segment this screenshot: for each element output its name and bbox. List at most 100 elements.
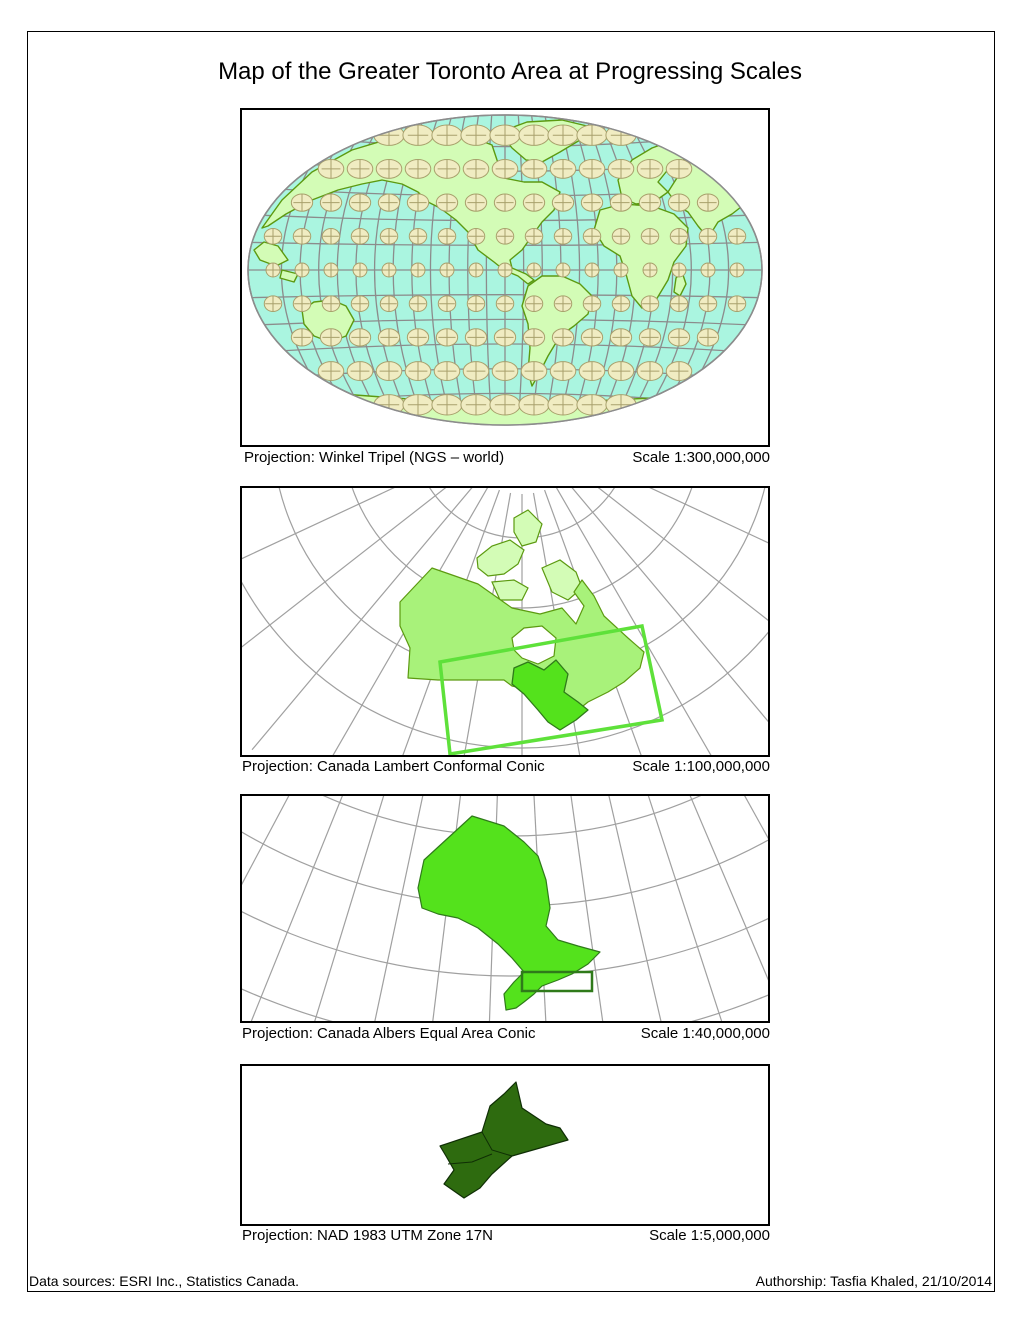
tissot-cross: [527, 263, 541, 277]
tissot-cross: [408, 361, 428, 381]
tissot-cross: [407, 125, 429, 146]
tissot-cross: [409, 328, 427, 346]
tissot-cross: [439, 295, 455, 312]
tissot-cross: [410, 228, 426, 245]
tissot-cross: [496, 328, 514, 346]
tissot-cross: [730, 263, 744, 277]
tissot-cross: [554, 328, 572, 346]
meridian-line: [649, 488, 768, 544]
tissot-cross: [613, 228, 629, 245]
tissot-cross: [495, 361, 515, 381]
tissot-cross: [438, 328, 456, 346]
extent-box-ontario: [438, 623, 665, 755]
tissot-cross: [437, 159, 457, 179]
tissot-cross: [700, 295, 716, 312]
meridian-line: [744, 796, 768, 840]
tissot-cross: [585, 263, 599, 277]
tissot-cross: [467, 194, 485, 212]
map1-projection: Projection: Winkel Tripel (NGS – world): [244, 449, 505, 466]
map3-scale: Scale 1:40,000,000: [640, 1025, 770, 1042]
meridian-line: [251, 488, 473, 751]
tissot-cross: [352, 228, 368, 245]
canada-arctic-islands: [476, 509, 583, 601]
ontario-map-frame: [240, 794, 770, 1023]
tissot-cross: [322, 194, 340, 212]
tissot-cross: [699, 328, 717, 346]
tissot-cross: [379, 361, 399, 381]
tissot-cross: [581, 125, 603, 146]
canada-map: [242, 488, 768, 755]
tissot-cross: [581, 394, 603, 415]
tissot-cross: [409, 194, 427, 212]
tissot-cross: [613, 295, 629, 312]
meridian-line: [332, 488, 489, 755]
tissot-cross: [381, 228, 397, 245]
tissot-indicatrices: [263, 124, 747, 416]
world-map-frame: [240, 108, 770, 447]
tissot-cross: [526, 228, 542, 245]
canada-map-frame: [240, 486, 770, 757]
tissot-cross: [293, 194, 311, 212]
tissot-cross: [382, 263, 396, 277]
tissot-cross: [612, 328, 630, 346]
tissot-cross: [440, 263, 454, 277]
tissot-cross: [701, 263, 715, 277]
tissot-cross: [468, 228, 484, 245]
ontario-province: [417, 815, 601, 1011]
tissot-cross: [582, 361, 602, 381]
map2-scale: Scale 1:100,000,000: [632, 758, 770, 775]
tissot-cross: [323, 228, 339, 245]
meridian-line: [608, 796, 662, 1021]
map4-scale: Scale 1:5,000,000: [649, 1227, 770, 1244]
meridian-line: [647, 796, 723, 1021]
tissot-cross: [642, 228, 658, 245]
meridian-line: [587, 488, 768, 501]
tissot-cross: [700, 228, 716, 245]
tissot-cross: [555, 228, 571, 245]
authorship: Authorship: Tasfia Khaled, 21/10/2014: [755, 1273, 992, 1289]
tissot-cross: [465, 125, 487, 146]
tissot-cross: [556, 263, 570, 277]
map1-scale: Scale 1:300,000,000: [632, 449, 770, 466]
meridian-line: [374, 796, 424, 1021]
tissot-cross: [525, 328, 543, 346]
meridian-line: [597, 488, 768, 621]
tissot-cross: [523, 125, 545, 146]
tissot-cross: [583, 328, 601, 346]
tissot-cross: [438, 194, 456, 212]
tissot-cross: [582, 159, 602, 179]
tissot-cross: [436, 394, 458, 415]
tissot-cross: [466, 159, 486, 179]
tissot-cross: [670, 194, 688, 212]
tissot-cross: [524, 159, 544, 179]
southeast-asia-islands: [253, 241, 299, 283]
gta-internal-boundaries: [447, 1131, 513, 1165]
tissot-cross: [552, 125, 574, 146]
tissot-cross: [554, 194, 572, 212]
tissot-cross: [265, 295, 281, 312]
gta-map-frame: [240, 1064, 770, 1226]
tissot-cross: [523, 394, 545, 415]
tissot-cross: [497, 295, 513, 312]
tissot-cross: [353, 263, 367, 277]
tissot-cross: [439, 228, 455, 245]
tissot-cross: [641, 328, 659, 346]
tissot-cross: [669, 361, 689, 381]
meridian-line: [242, 488, 395, 560]
tissot-cross: [351, 194, 369, 212]
tissot-cross: [497, 228, 513, 245]
page-border: [27, 31, 995, 1292]
tissot-cross: [468, 295, 484, 312]
map4-projection: Projection: NAD 1983 UTM Zone 17N: [242, 1227, 493, 1244]
tissot-cross: [640, 361, 660, 381]
tissot-cross: [553, 361, 573, 381]
tissot-cross: [641, 194, 659, 212]
tissot-cross: [614, 263, 628, 277]
tissot-cross: [525, 194, 543, 212]
tissot-cross: [642, 295, 658, 312]
meridian-line: [242, 796, 358, 973]
map2-projection: Projection: Canada Lambert Conformal Con…: [242, 758, 545, 775]
tissot-cross: [294, 228, 310, 245]
parallel-arc: [242, 911, 768, 977]
tissot-cross: [467, 328, 485, 346]
